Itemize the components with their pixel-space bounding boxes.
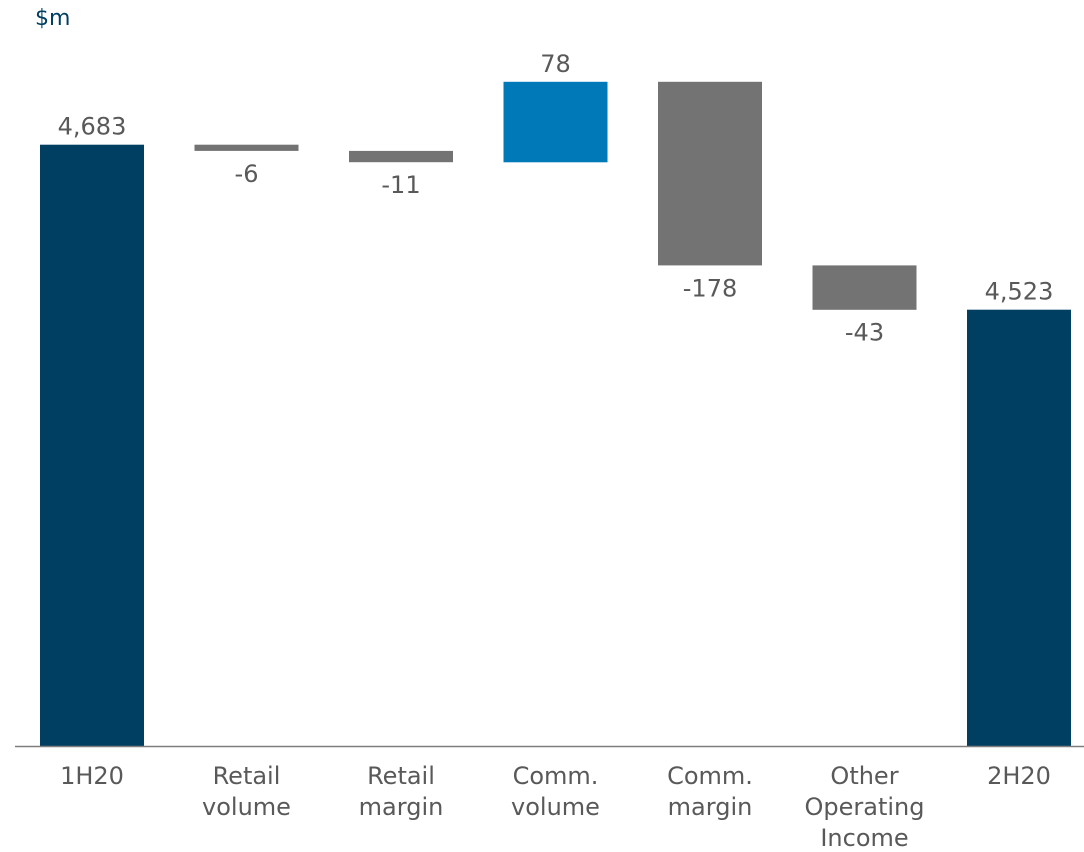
value-label-4: -178 bbox=[683, 274, 737, 302]
bar-4 bbox=[658, 81, 762, 266]
value-label-1: -6 bbox=[235, 160, 259, 188]
value-label-0: 4,683 bbox=[58, 113, 127, 141]
bar-2 bbox=[349, 150, 453, 163]
bar-1 bbox=[194, 144, 299, 151]
category-label-5: Other Operating Income bbox=[805, 762, 925, 852]
bar-3 bbox=[503, 81, 608, 163]
category-label-line: Comm. bbox=[513, 762, 599, 790]
category-label-line: 2H20 bbox=[987, 762, 1051, 790]
category-label-6: 2H20 bbox=[987, 762, 1051, 790]
bar-5 bbox=[812, 265, 917, 310]
value-label-6: 4,523 bbox=[985, 278, 1054, 306]
value-label-3: 78 bbox=[540, 50, 571, 78]
category-label-line: 1H20 bbox=[60, 762, 124, 790]
category-label-3: Comm. volume bbox=[511, 762, 600, 821]
category-label-line: Operating bbox=[805, 793, 925, 821]
category-label-line: margin bbox=[359, 793, 444, 821]
bar-0 bbox=[40, 144, 144, 746]
category-label-line: margin bbox=[668, 793, 753, 821]
value-label-2: -11 bbox=[381, 171, 420, 199]
category-label-line: Income bbox=[820, 824, 908, 852]
value-label-5: -43 bbox=[845, 319, 884, 347]
category-label-4: Comm. margin bbox=[667, 762, 753, 821]
unit-label: $m bbox=[35, 6, 71, 31]
category-label-0: 1H20 bbox=[60, 762, 124, 790]
category-label-line: Retail bbox=[213, 762, 281, 790]
bar-6 bbox=[967, 309, 1071, 746]
category-label-line: Comm. bbox=[667, 762, 753, 790]
category-label-1: Retail volume bbox=[202, 762, 291, 821]
category-label-line: volume bbox=[511, 793, 600, 821]
category-label-line: Other bbox=[830, 762, 898, 790]
category-label-line: volume bbox=[202, 793, 291, 821]
category-label-line: Retail bbox=[367, 762, 435, 790]
category-label-2: Retail margin bbox=[359, 762, 444, 821]
